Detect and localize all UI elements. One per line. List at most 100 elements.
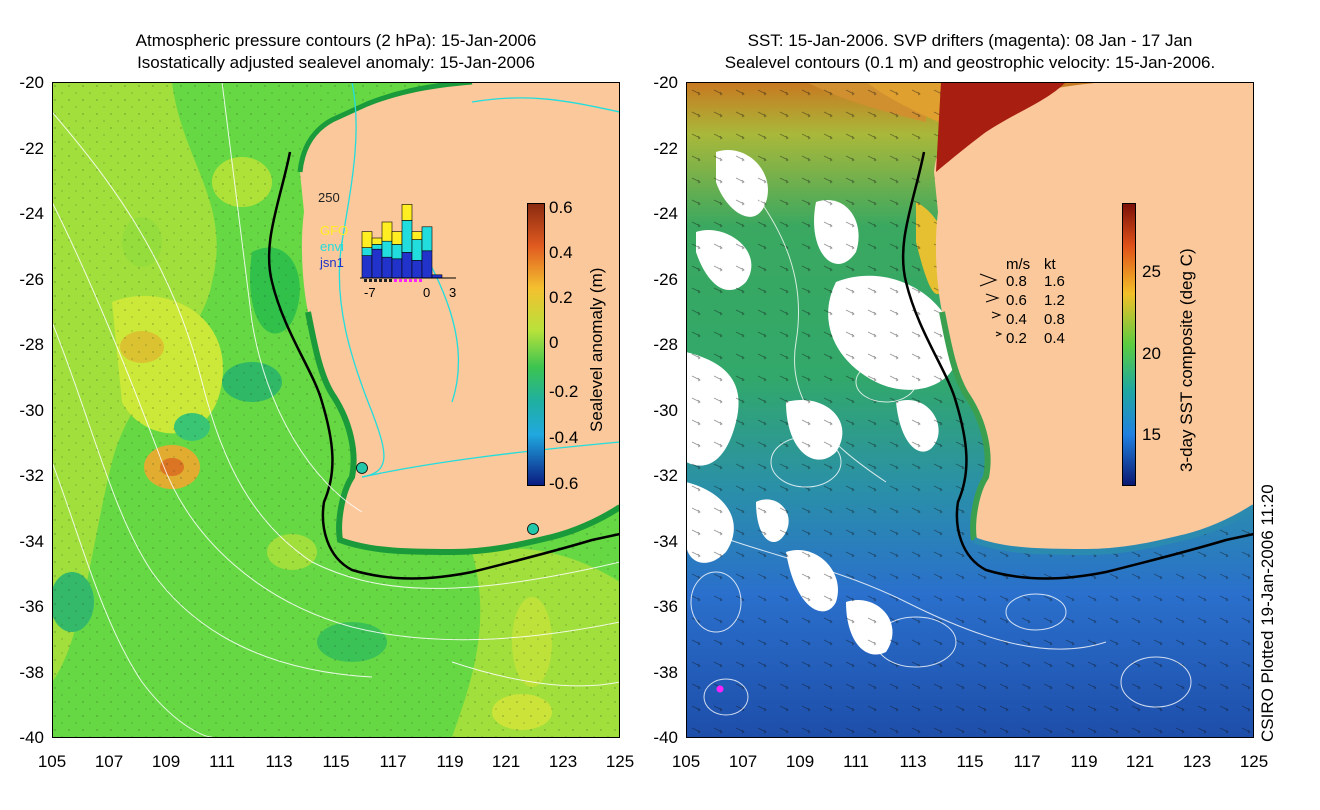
velocity-legend-ms-header: m/s <box>1006 256 1031 273</box>
left-map-frame <box>52 82 620 738</box>
histogram-bar <box>391 258 403 279</box>
velocity-legend-ms: 0.6 <box>1006 292 1027 309</box>
histogram-bar <box>371 237 383 245</box>
right-y-tick: -26 <box>653 270 678 289</box>
histogram-pass-marker <box>404 279 407 282</box>
histogram-bar <box>381 240 393 258</box>
inset-legend-envi: envi <box>320 239 344 254</box>
inset-legend-gfo: GFO <box>320 223 349 238</box>
tide-gauge-marker <box>356 462 368 474</box>
right-y-tick: -30 <box>653 401 678 420</box>
left-title-line2: Isostatically adjusted sealevel anomaly:… <box>137 53 535 72</box>
velocity-legend-ms: 0.4 <box>1006 311 1027 328</box>
sst-tick: 25 <box>1142 262 1161 281</box>
altimeter-histogram <box>360 204 456 282</box>
left-x-tick: 111 <box>209 752 235 771</box>
histogram-pass-marker <box>374 279 377 282</box>
velocity-legend-kt: 1.6 <box>1044 273 1065 290</box>
sst-tick: 20 <box>1142 344 1161 363</box>
histogram-bar <box>411 239 423 261</box>
plot-credit: CSIRO Plotted 19-Jan-2006 11:20 <box>1258 484 1277 742</box>
histogram-bar <box>381 256 393 279</box>
histogram-bar <box>371 248 383 279</box>
left-x-tick: 115 <box>322 752 350 771</box>
histogram-bar <box>391 231 403 245</box>
anomaly-tick: -0.4 <box>549 428 579 447</box>
histogram-bar <box>401 204 413 221</box>
sst-colorbar <box>1122 203 1136 486</box>
velocity-legend-ms: 0.2 <box>1006 330 1027 347</box>
shelf-break-contour <box>267 151 620 580</box>
inset-x-label-max: 3 <box>449 285 457 300</box>
histogram-bar <box>391 244 403 260</box>
sealevel-contours <box>686 181 1192 716</box>
right-y-tick: -36 <box>653 597 678 616</box>
right-x-tick: 113 <box>899 752 927 771</box>
inset-ymax-label: 250 <box>318 190 340 205</box>
histogram-bar <box>401 220 413 253</box>
velocity-legend-kt: 0.4 <box>1044 330 1065 347</box>
left-y-tick: -32 <box>19 466 44 485</box>
velocity-legend-kt: 0.8 <box>1044 311 1065 328</box>
right-x-tick: 123 <box>1182 752 1212 771</box>
sst-colorbar-label: 3-day SST composite (deg C) <box>1177 248 1196 472</box>
histogram-pass-marker <box>399 279 402 282</box>
histogram-pass-marker <box>394 279 397 282</box>
tide-gauge-marker <box>527 523 539 535</box>
anomaly-tick: 0.4 <box>549 243 573 262</box>
right-y-tick: -40 <box>653 728 678 747</box>
velocity-legend-ms: 0.8 <box>1006 273 1027 290</box>
right-x-tick: 121 <box>1125 752 1155 771</box>
left-x-tick: 113 <box>265 752 293 771</box>
left-y-tick: -36 <box>19 597 44 616</box>
left-y-tick: -38 <box>19 663 44 682</box>
histogram-bar <box>371 244 383 250</box>
histogram-bar <box>401 252 413 279</box>
left-map <box>52 82 620 737</box>
left-y-tick: -28 <box>19 335 44 354</box>
histogram-pass-marker <box>409 279 412 282</box>
left-y-tick: -34 <box>19 532 44 551</box>
histogram-bar <box>411 260 423 279</box>
left-x-tick: 109 <box>151 752 181 771</box>
anomaly-colorbar-label: Sealevel anomaly (m) <box>587 267 606 432</box>
anomaly-colorbar <box>527 203 545 486</box>
left-y-tick: -24 <box>19 204 44 223</box>
right-title-line2: Sealevel contours (0.1 m) and geostrophi… <box>724 53 1216 72</box>
left-x-tick: 117 <box>379 752 407 771</box>
left-x-tick: 107 <box>94 752 124 771</box>
inset-legend-jsn1: jsn1 <box>320 255 344 270</box>
shelf-break-contour <box>901 151 1254 580</box>
left-x-tick: 121 <box>491 752 521 771</box>
histogram-bar <box>361 231 373 248</box>
pressure-contours <box>52 82 620 737</box>
histogram-bar <box>411 231 423 240</box>
left-y-tick: -40 <box>19 728 44 747</box>
histogram-pass-marker <box>414 279 417 282</box>
right-y-tick: -34 <box>653 532 678 551</box>
histogram-pass-marker <box>419 279 422 282</box>
left-y-tick: -26 <box>19 270 44 289</box>
left-y-tick: -22 <box>19 139 44 158</box>
histogram-pass-marker <box>384 279 387 282</box>
histogram-pass-marker <box>369 279 372 282</box>
histogram-bar <box>361 247 373 256</box>
velocity-legend-kt: 1.2 <box>1044 292 1065 309</box>
left-x-tick: 105 <box>37 752 67 771</box>
right-y-tick: -28 <box>653 335 678 354</box>
left-x-tick: 119 <box>436 752 464 771</box>
anomaly-tick: -0.6 <box>549 474 579 493</box>
right-map <box>686 82 1254 737</box>
anomaly-tick: 0.6 <box>549 198 573 217</box>
histogram-pass-marker <box>389 279 392 282</box>
velocity-legend-kt-header: kt <box>1044 256 1056 273</box>
histogram-bar <box>421 226 433 252</box>
histogram-pass-marker <box>379 279 382 282</box>
left-x-tick: 125 <box>605 752 635 771</box>
right-y-tick: -20 <box>653 73 678 92</box>
sst-tick: 15 <box>1142 425 1161 444</box>
left-x-tick: 123 <box>548 752 578 771</box>
anomaly-tick: -0.2 <box>549 382 579 401</box>
left-y-tick: -30 <box>19 401 44 420</box>
right-x-tick: 117 <box>1013 752 1041 771</box>
